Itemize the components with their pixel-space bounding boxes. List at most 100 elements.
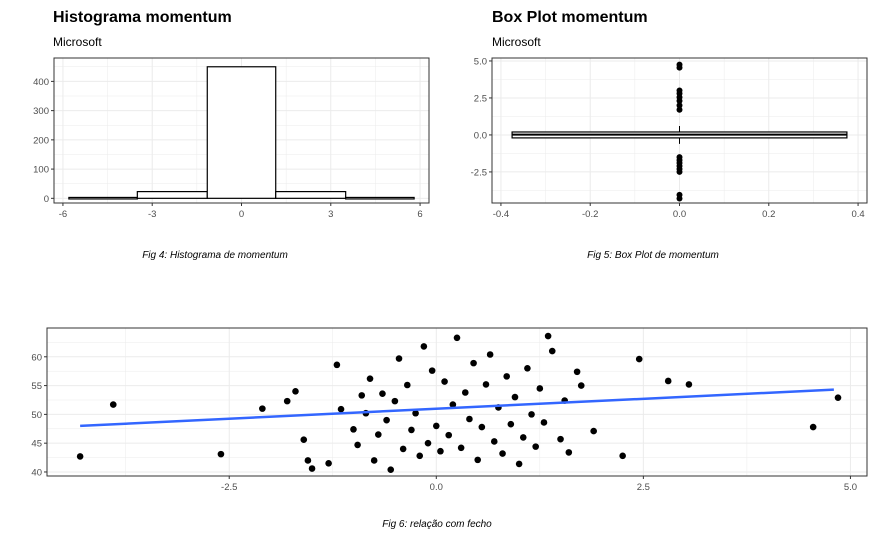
boxplot-outlier-point (676, 195, 683, 202)
scatter-point (445, 431, 453, 439)
scatter-point (619, 452, 626, 460)
histogram-panel-border (53, 57, 430, 204)
scatter-point (490, 438, 498, 445)
histogram-bar (136, 190, 208, 199)
boxplot-title: Box Plot momentum (492, 9, 648, 26)
scatter-point (685, 381, 693, 388)
boxplot-panel-border (491, 57, 868, 204)
scatter-point (76, 453, 84, 460)
scatter-point (420, 343, 428, 350)
histogram-y-tick-label: 100 (33, 165, 49, 176)
scatter-point (292, 388, 299, 395)
scatter-point (283, 397, 291, 405)
fig4-caption: Fig 4: Histograma de momentum (142, 250, 288, 261)
scatter-point (515, 460, 523, 468)
histogram-y-tick-label: 400 (33, 77, 49, 88)
scatter-point (635, 355, 643, 363)
scatter-point (304, 457, 312, 464)
scatter-point (474, 456, 482, 464)
boxplot-y-tick-label: 2.5 (474, 93, 487, 104)
fig6-caption: Fig 6: relação com fecho (382, 519, 492, 530)
scatter-point (350, 426, 357, 433)
scatter-point (217, 450, 225, 458)
fig5-caption: Fig 5: Box Plot de momentum (587, 250, 719, 261)
scatter-point (333, 361, 341, 369)
scatter-point (428, 367, 436, 374)
boxplot-x-tick-label: -0.4 (493, 209, 509, 220)
boxplot-outlier-point (676, 168, 683, 175)
scatter-point (548, 347, 556, 355)
boxplot-subtitle: Microsoft (492, 35, 541, 49)
scatter-point (416, 452, 424, 460)
histogram-x-tick-label: -3 (148, 209, 156, 220)
boxplot-y-tick-label: -2.5 (471, 167, 487, 178)
scatter-point (404, 381, 411, 389)
boxplot-x-tick-label: 0.0 (673, 209, 686, 220)
histogram-y-tick-label: 300 (33, 106, 49, 117)
histogram-bar (68, 196, 138, 200)
histogram-x-tick-label: -6 (59, 209, 67, 220)
scatter-x-tick-label: 5.0 (844, 482, 857, 493)
histogram-bar (275, 190, 347, 199)
scatter-point (412, 409, 419, 417)
scatter-point (565, 449, 573, 456)
scatter-point (573, 368, 581, 376)
scatter-point (478, 423, 486, 431)
scatter-point (366, 375, 374, 382)
scatter-point (358, 392, 366, 399)
histogram-x-tick-label: 3 (328, 209, 333, 220)
scatter-point (482, 381, 490, 388)
scatter-point (387, 466, 395, 473)
scatter-point (354, 441, 361, 449)
boxplot-x-tick-label: 0.2 (762, 209, 775, 220)
scatter-point (391, 397, 399, 405)
scatter-point (532, 443, 539, 450)
scatter-point (453, 334, 461, 342)
scatter-point (441, 378, 448, 385)
scatter-point (370, 457, 378, 464)
scatter-point (395, 355, 403, 362)
histogram-bar (345, 196, 415, 200)
scatter-point (109, 401, 117, 408)
scatter-point (524, 365, 531, 372)
scatter-point (449, 401, 457, 408)
scatter-point (337, 405, 345, 413)
boxplot-x-tick-label: 0.4 (851, 209, 864, 220)
histogram-x-tick-label: 6 (417, 209, 422, 220)
scatter-point (499, 450, 506, 457)
scatter-point (461, 389, 469, 396)
scatter-point (557, 435, 564, 443)
scatter-point (486, 351, 494, 358)
scatter-point (540, 419, 548, 426)
scatter-point (424, 439, 432, 447)
scatter-point (399, 445, 407, 453)
scatter-point (809, 423, 817, 431)
histogram-title: Histograma momentum (53, 9, 232, 26)
scatter-point (511, 393, 519, 401)
scatter-point (528, 411, 535, 418)
scatter-point (375, 431, 382, 438)
scatter-point (470, 359, 477, 367)
scatter-point (519, 434, 527, 441)
scatter-point (466, 415, 473, 423)
scatter-point (325, 460, 332, 467)
scatter-point (834, 394, 842, 401)
boxplot-y-tick-label: 0.0 (474, 130, 487, 141)
scatter-y-tick-label: 45 (31, 439, 42, 450)
boxplot-y-tick-label: 5.0 (474, 56, 487, 67)
scatter-y-tick-label: 60 (31, 352, 42, 363)
scatter-point (308, 465, 316, 472)
histogram-y-tick-label: 200 (33, 135, 49, 146)
scatter-x-tick-label: 0.0 (430, 482, 443, 493)
scatter-y-tick-label: 50 (31, 410, 42, 421)
scatter-point (408, 426, 415, 434)
boxplot-outlier-point (676, 106, 683, 113)
boxplot-outlier-point (676, 97, 683, 104)
scatter-point (300, 436, 308, 444)
scatter-point (577, 382, 585, 389)
scatter-x-tick-label: -2.5 (221, 482, 237, 493)
scatter-point (379, 390, 386, 397)
scatter-point (457, 444, 465, 452)
scatter-point (503, 373, 510, 380)
